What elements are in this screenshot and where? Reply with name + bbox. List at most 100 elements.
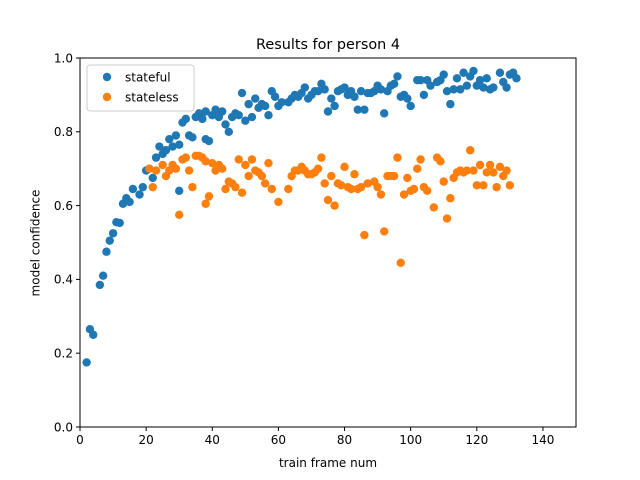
data-point	[512, 74, 521, 83]
legend-box	[86, 64, 195, 112]
data-point	[475, 160, 485, 170]
data-point	[479, 83, 488, 92]
data-point	[492, 182, 501, 192]
data-point	[211, 105, 220, 114]
x-tick-label: 140	[531, 433, 554, 447]
data-point	[165, 134, 174, 144]
data-point	[221, 120, 230, 129]
x-tick-label: 60	[271, 433, 286, 447]
data-point	[340, 162, 349, 172]
data-point	[171, 131, 181, 140]
data-point	[376, 85, 386, 94]
data-point	[98, 271, 108, 280]
y-tick-label: 0.8	[54, 125, 73, 139]
data-point	[495, 68, 505, 77]
data-point	[151, 166, 161, 175]
data-point	[423, 186, 432, 196]
data-point	[138, 182, 148, 192]
data-point	[128, 184, 138, 194]
data-point	[151, 153, 161, 162]
data-point	[204, 136, 214, 146]
data-point	[439, 70, 448, 79]
y-tick-label: 0.4	[54, 273, 73, 287]
x-tick-label: 120	[465, 433, 488, 447]
data-point	[436, 157, 445, 166]
data-point	[330, 101, 339, 111]
data-point	[502, 166, 511, 175]
data-point	[380, 109, 389, 118]
axes: 0 20 40 60 80 100 120 140 0.0 0.2 0.4 0.6 0.8 1.0	[54, 51, 577, 447]
series-stateful	[82, 66, 521, 367]
x-tick-label: 80	[337, 433, 352, 447]
data-point	[449, 85, 458, 94]
data-point	[337, 181, 346, 190]
data-point	[241, 116, 250, 125]
data-point	[155, 142, 164, 151]
data-point	[429, 203, 439, 212]
data-point	[360, 230, 369, 240]
data-point	[485, 160, 495, 170]
data-point	[241, 160, 250, 170]
data-point	[459, 68, 468, 77]
data-point	[489, 168, 498, 177]
data-point	[399, 190, 409, 199]
data-point	[161, 146, 171, 155]
data-point	[115, 218, 124, 228]
data-point	[502, 83, 511, 92]
x-axis-label: train frame num	[279, 456, 377, 470]
data-point	[356, 87, 366, 96]
data-point	[360, 105, 369, 114]
data-point	[148, 182, 157, 192]
data-point	[284, 184, 293, 194]
data-point	[277, 98, 286, 107]
data-point	[234, 110, 243, 120]
data-point	[356, 182, 366, 192]
data-point	[426, 81, 435, 90]
data-point	[145, 164, 154, 173]
data-point	[419, 90, 429, 100]
data-point	[469, 66, 478, 76]
data-point	[353, 105, 362, 114]
data-point	[148, 173, 157, 183]
data-point	[95, 280, 105, 290]
data-point	[416, 155, 425, 164]
data-point	[439, 177, 448, 186]
y-axis-label: model confidence	[29, 190, 43, 297]
data-point	[320, 179, 329, 188]
data-point	[313, 87, 323, 96]
data-point	[300, 83, 310, 92]
data-point	[102, 247, 111, 256]
data-point	[505, 181, 515, 190]
data-point	[184, 166, 194, 175]
data-point	[108, 229, 118, 238]
data-point	[469, 166, 478, 175]
data-point	[175, 186, 184, 196]
data-point	[389, 171, 399, 181]
data-point	[327, 94, 336, 103]
data-point	[472, 181, 481, 190]
data-point	[406, 101, 415, 111]
data-point	[217, 107, 227, 116]
data-point	[479, 181, 488, 190]
data-point	[323, 195, 333, 205]
data-point	[231, 182, 240, 192]
data-point	[270, 92, 280, 101]
data-point	[495, 162, 505, 172]
data-point	[251, 94, 260, 103]
data-point	[204, 192, 214, 201]
data-point	[105, 236, 114, 245]
x-tick-label: 40	[205, 433, 220, 447]
data-point	[234, 155, 243, 164]
data-point	[198, 114, 207, 124]
data-point	[89, 330, 98, 339]
data-point	[237, 88, 247, 98]
data-point	[416, 75, 425, 85]
data-point	[413, 164, 422, 173]
series-stateless	[145, 146, 515, 267]
data-point	[350, 92, 359, 101]
data-point	[442, 87, 452, 96]
legend-label: stateful	[125, 70, 171, 84]
data-point	[376, 190, 386, 199]
data-point	[257, 171, 267, 181]
